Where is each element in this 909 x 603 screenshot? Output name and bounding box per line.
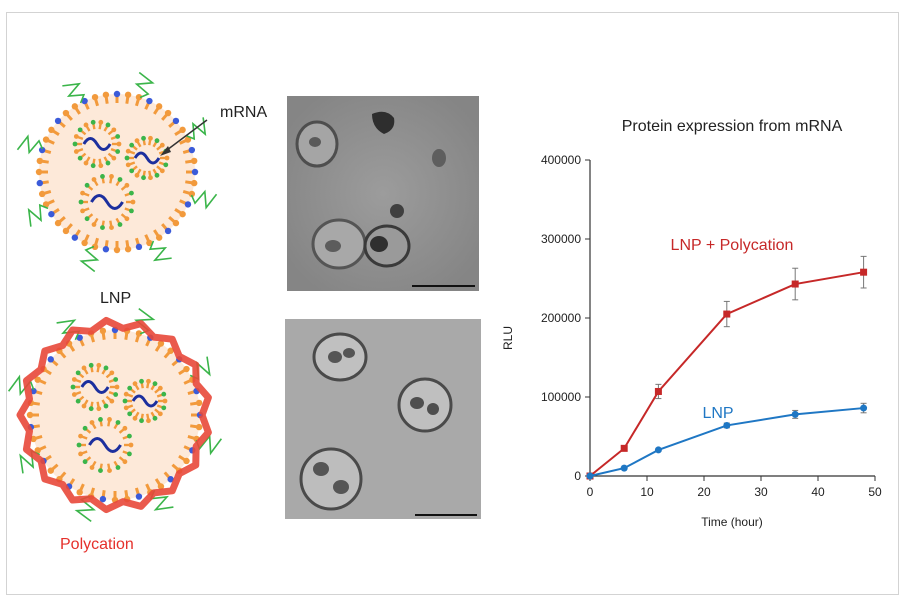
lnp-label: LNP	[100, 290, 132, 307]
y-tick-label: 0	[574, 469, 581, 483]
data-point	[654, 387, 662, 395]
x-tick-label: 50	[868, 485, 882, 499]
x-axis-label: Time (hour)	[701, 515, 763, 529]
data-point	[620, 464, 628, 472]
data-point	[654, 446, 662, 454]
chart-title: Protein expression from mRNA	[622, 118, 843, 135]
y-tick-label: 100000	[541, 390, 581, 404]
y-axis-label: RLU	[501, 326, 515, 350]
data-point	[620, 444, 628, 452]
series-line	[589, 271, 864, 477]
series-label: LNP	[702, 405, 733, 422]
chart-axes: 0 100000 200000 300000 400000 0 10 20 30 40 50	[541, 153, 882, 499]
x-tick-label: 30	[754, 485, 768, 499]
series-lnp-polycation: LNP + Polycation	[586, 237, 868, 480]
chart-series: LNP + Polycation LNP	[586, 237, 868, 480]
y-tick-label: 300000	[541, 232, 581, 246]
data-point	[586, 472, 594, 480]
data-point	[860, 404, 868, 412]
data-point	[723, 310, 731, 318]
data-point	[723, 421, 731, 429]
x-tick-label: 40	[811, 485, 825, 499]
x-tick-label: 0	[587, 485, 594, 499]
polycation-label: Polycation	[60, 536, 134, 553]
lnp-illustration	[16, 71, 218, 273]
y-tick-label: 200000	[541, 311, 581, 325]
arrow-icon	[160, 119, 208, 156]
x-tick-label: 20	[697, 485, 711, 499]
y-tick-label: 400000	[541, 153, 581, 167]
polycation-lnp-illustration	[7, 307, 223, 523]
series-label: LNP + Polycation	[671, 237, 794, 254]
series-line	[589, 407, 864, 477]
tem-image-lnp	[287, 96, 479, 291]
protein-expression-chart: Protein expression from mRNA RLU Time (h…	[501, 118, 882, 529]
data-point	[791, 280, 799, 288]
tem-image-polycation-lnp	[285, 319, 481, 519]
series-lnp: LNP	[586, 402, 868, 480]
data-point	[791, 410, 799, 418]
data-point	[860, 268, 868, 276]
x-tick-label: 10	[640, 485, 654, 499]
mrna-label: mRNA	[220, 104, 268, 121]
